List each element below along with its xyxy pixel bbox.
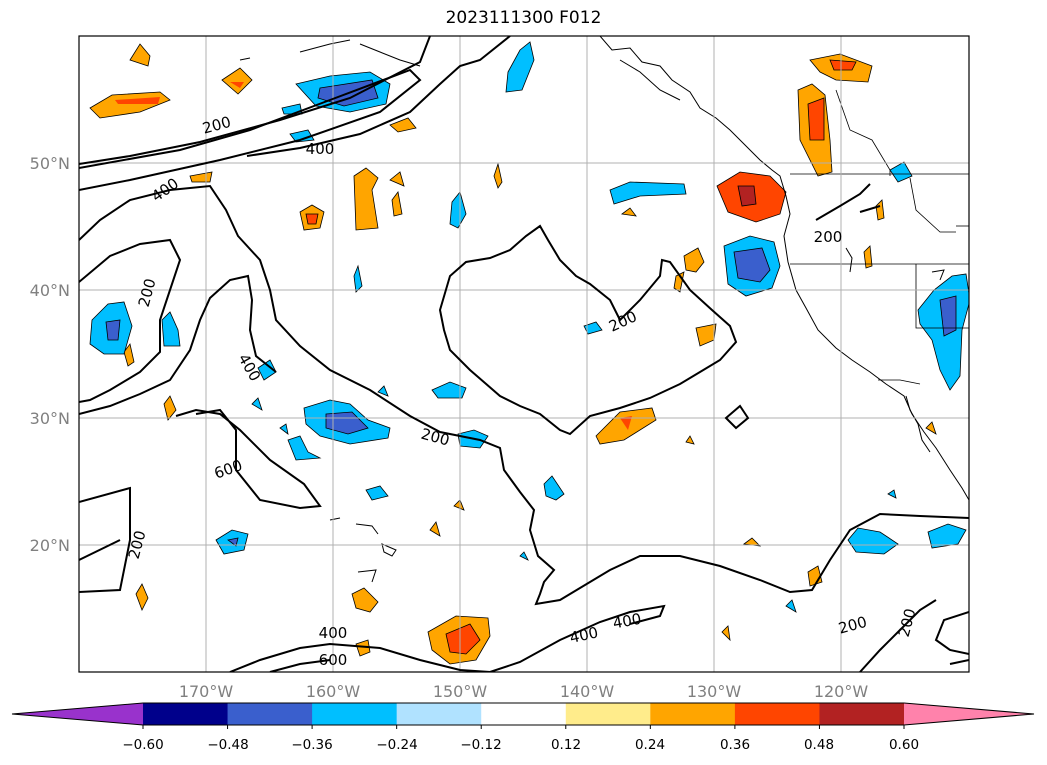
coastlines (239, 36, 969, 583)
colorbar-cell (312, 703, 398, 725)
contour-label: 400 (148, 174, 182, 205)
colorbar-cells (12, 703, 1034, 725)
lat-label: 50°N (30, 154, 70, 173)
colorbar-tick-label: 0.60 (889, 737, 919, 753)
colorbar-extend-max (904, 703, 1034, 725)
lat-label: 40°N (30, 281, 70, 300)
contour-label: 200 (814, 228, 843, 246)
lon-label: 120°W (814, 682, 869, 701)
map-frame (78, 35, 970, 673)
colorbar-tick-label: 0.36 (720, 737, 750, 753)
map-title: 2023111300 F012 (445, 8, 602, 28)
colorbar-tick-label: −0.12 (460, 737, 501, 753)
colorbar-tick-label: 0.12 (551, 737, 581, 753)
contour-label: 200 (135, 277, 160, 309)
colorbar-tick-label: 0.48 (804, 737, 834, 753)
colorbar-cell (143, 703, 229, 725)
colorbar-cell (481, 703, 567, 725)
shaded-anomalies (89, 41, 969, 665)
colorbar-ticks (142, 725, 905, 729)
negative-anomaly-patches (89, 41, 969, 613)
colorbar-tick-label: −0.24 (376, 737, 417, 753)
colorbar-cell (650, 703, 736, 725)
colorbar-cell (734, 703, 820, 725)
colorbar-tick-labels: −0.60 −0.48 −0.36 −0.24 −0.12 0.12 0.24 … (122, 737, 919, 753)
contour-label: 200 (606, 307, 640, 335)
lat-label: 20°N (30, 536, 70, 555)
contour-label: 400 (319, 624, 348, 642)
colorbar-tick-label: 0.24 (635, 737, 665, 753)
lon-label: 150°W (433, 682, 488, 701)
contour-label: 200 (895, 607, 920, 639)
latitude-labels: 50°N 40°N 30°N 20°N (30, 154, 70, 555)
height-contours (79, 36, 969, 672)
positive-anomaly-patches (89, 43, 937, 665)
political-borders (790, 89, 969, 385)
contour-label: 200 (125, 529, 150, 561)
contour-label: 200 (419, 425, 451, 450)
colorbar-cell (396, 703, 482, 725)
lon-label: 130°W (687, 682, 742, 701)
colorbar-extend-min (12, 703, 143, 725)
contour-label: 400 (611, 610, 642, 633)
lon-label: 160°W (306, 682, 361, 701)
contour-label: 400 (234, 351, 264, 385)
contour-label: 400 (568, 623, 600, 647)
lon-label: 170°W (179, 682, 234, 701)
contour-label: 400 (306, 140, 335, 158)
longitude-labels: 170°W 160°W 150°W 140°W 130°W 120°W (179, 682, 869, 701)
colorbar-cell (227, 703, 313, 725)
colorbar-tick-label: −0.48 (207, 737, 248, 753)
colorbar-tick-label: −0.36 (291, 737, 332, 753)
colorbar: −0.60 −0.48 −0.36 −0.24 −0.12 0.12 0.24 … (11, 702, 1035, 753)
colorbar-cell (819, 703, 905, 725)
contour-label: 600 (212, 456, 245, 483)
contour-label: 600 (319, 651, 348, 669)
contour-labels: 200 400 400 200 400 600 200 200 200 200 … (125, 113, 920, 669)
colorbar-cell (565, 703, 651, 725)
lon-label: 140°W (560, 682, 615, 701)
colorbar-tick-label: −0.60 (122, 737, 163, 753)
lat-label: 30°N (30, 409, 70, 428)
